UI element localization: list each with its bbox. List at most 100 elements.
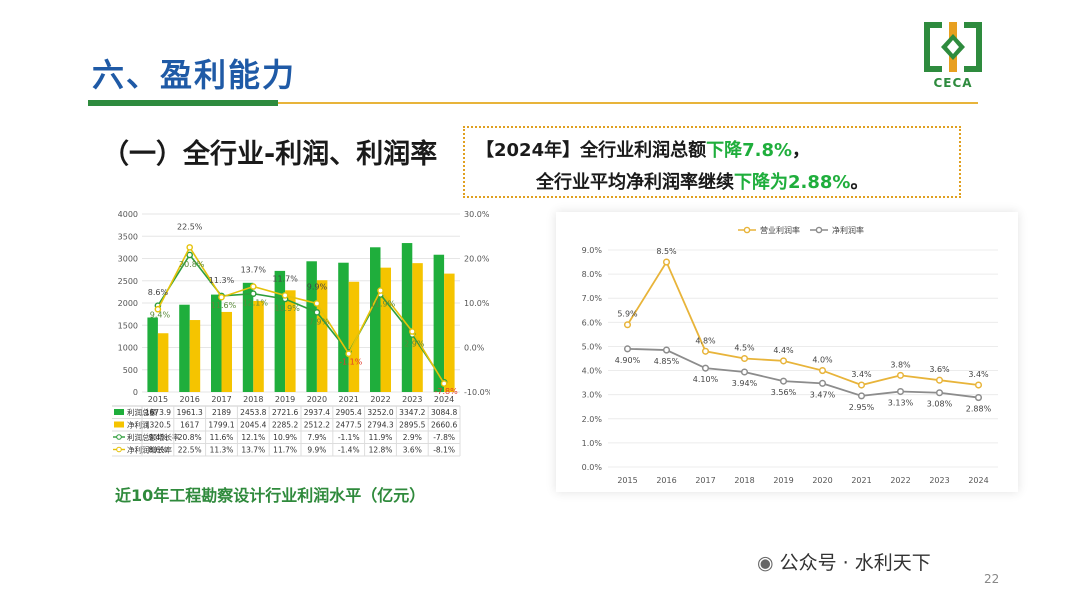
ceca-logo: CECA [924, 22, 982, 90]
callout-line1-highlight: 下降7.8% [706, 140, 793, 161]
operating-margin-line [626, 260, 979, 386]
right-x-tick: 2024 [968, 476, 988, 485]
page-number: 22 [984, 572, 1000, 586]
operating-margin-label: 4.0% [812, 356, 833, 365]
growth-total-label: 2.9% [404, 340, 425, 349]
net-margin-label: 3.08% [927, 400, 953, 409]
right-x-tick: 2023 [929, 476, 949, 485]
table-legend-marker [116, 446, 122, 453]
operating-margin-point [740, 354, 749, 363]
right-y-tick: 0.0% [582, 463, 603, 472]
net-margin-label: 4.85% [654, 357, 680, 366]
title-underline-accent [88, 100, 278, 106]
growth-net-line [157, 245, 445, 384]
left-x-tick: 2021 [339, 395, 359, 404]
left-y2-tick: 10.0% [464, 299, 490, 308]
right-x-tick: 2018 [734, 476, 754, 485]
table-cell: 9.9% [307, 446, 326, 455]
right-y-tick: 1.0% [582, 439, 603, 448]
callout-line2-highlight: 下降为2.88% [734, 172, 851, 193]
table-cell: 1799.1 [208, 421, 234, 430]
callout-line2-text: 全行业平均净利润率继续 [536, 172, 734, 193]
right-legend-label: 净利润率 [832, 225, 864, 235]
bar-net-profit [221, 311, 232, 392]
net-margin-label: 4.10% [693, 375, 719, 384]
table-row-header: 净利润增长率 [127, 445, 172, 455]
net-margin-point [896, 387, 905, 396]
left-x-tick: 2015 [148, 395, 168, 404]
logo-text: CECA [933, 76, 972, 90]
growth-total-point [186, 251, 193, 259]
left-x-tick: 2024 [434, 395, 454, 404]
footer-text: 公众号 · 水利天下 [779, 552, 931, 574]
slide-title: 六、盈利能力 [92, 56, 297, 94]
operating-margin-point [974, 381, 983, 389]
operating-margin-point [935, 376, 944, 384]
left-x-tick: 2020 [307, 395, 327, 404]
operating-margin-point [662, 258, 671, 266]
left-x-tick: 2017 [211, 395, 231, 404]
operating-margin-point [779, 357, 788, 365]
right-y-tick: 7.0% [582, 294, 603, 303]
operating-margin-label: 4.8% [695, 336, 716, 345]
operating-margin-label: 5.9% [617, 310, 638, 319]
net-margin-point [740, 368, 749, 376]
table-cell: 2.9% [403, 433, 422, 442]
net-margin-label: 3.47% [810, 390, 836, 399]
operating-margin-point [896, 371, 905, 379]
growth-total-point [313, 309, 321, 316]
table-cell: 3347.2 [399, 408, 425, 417]
callout-line-2: 全行业平均净利润率继续下降为2.88%。 [536, 168, 868, 194]
growth-total-label: 11.9% [370, 300, 396, 309]
table-cell: 3252.0 [367, 408, 393, 417]
operating-margin-point [857, 381, 866, 389]
table-cell: 2905.4 [336, 408, 362, 417]
left-y-tick: 3000 [118, 255, 138, 264]
growth-total-label: -1.1% [339, 357, 363, 366]
table-cell: 2453.8 [240, 408, 266, 417]
left-y-tick: 1500 [118, 321, 138, 330]
growth-total-label: -7.8% [434, 387, 458, 396]
bar-net-profit [348, 281, 360, 392]
net-margin-point [935, 389, 944, 397]
callout-line-1: 【2024年】全行业利润总额下降7.8%， [476, 136, 810, 162]
table-cell: 10.9% [273, 433, 297, 442]
right-y-tick: 9.0% [582, 246, 603, 255]
growth-net-point [313, 300, 321, 307]
table-cell: 2660.6 [431, 421, 457, 430]
left-y2-tick: 30.0% [464, 210, 490, 219]
net-margin-label: 3.94% [732, 379, 758, 388]
bar-net-profit [189, 320, 201, 392]
table-cell: 3.6% [403, 446, 422, 455]
left-y-tick: 1000 [118, 344, 138, 353]
right-x-tick: 2021 [851, 476, 871, 485]
growth-net-label: 22.5% [177, 222, 203, 231]
bar-profit-total [179, 304, 190, 392]
bar-net-profit [444, 273, 455, 392]
bar-profit-total [242, 282, 254, 392]
table-cell: 22.5% [178, 446, 202, 455]
section-subtitle: （一）全行业-利润、利润率 [102, 139, 438, 170]
operating-margin-label: 3.6% [929, 365, 950, 374]
left-x-tick: 2019 [275, 395, 295, 404]
net-margin-label: 4.90% [615, 356, 641, 365]
left-x-tick: 2022 [370, 395, 390, 404]
wechat-icon: ◉ [757, 552, 774, 574]
right-y-tick: 3.0% [582, 391, 603, 400]
left-y-tick: 2000 [118, 299, 138, 308]
table-cell: 2937.4 [304, 408, 330, 417]
net-margin-label: 3.56% [771, 388, 797, 397]
table-cell: -1.1% [338, 433, 360, 442]
table-cell: 2895.5 [399, 421, 425, 430]
table-cell: 11.6% [210, 433, 234, 442]
growth-net-point [249, 283, 257, 290]
bar-profit-total [306, 261, 317, 392]
table-legend-swatch [114, 409, 124, 415]
left-y2-tick: 20.0% [464, 255, 490, 264]
table-cell: -7.8% [433, 433, 455, 442]
net-margin-point [974, 394, 983, 402]
table-cell: 3084.8 [431, 408, 457, 417]
right-y-tick: 5.0% [582, 342, 603, 351]
growth-net-point [345, 350, 352, 358]
table-cell: 20.8% [178, 433, 202, 442]
